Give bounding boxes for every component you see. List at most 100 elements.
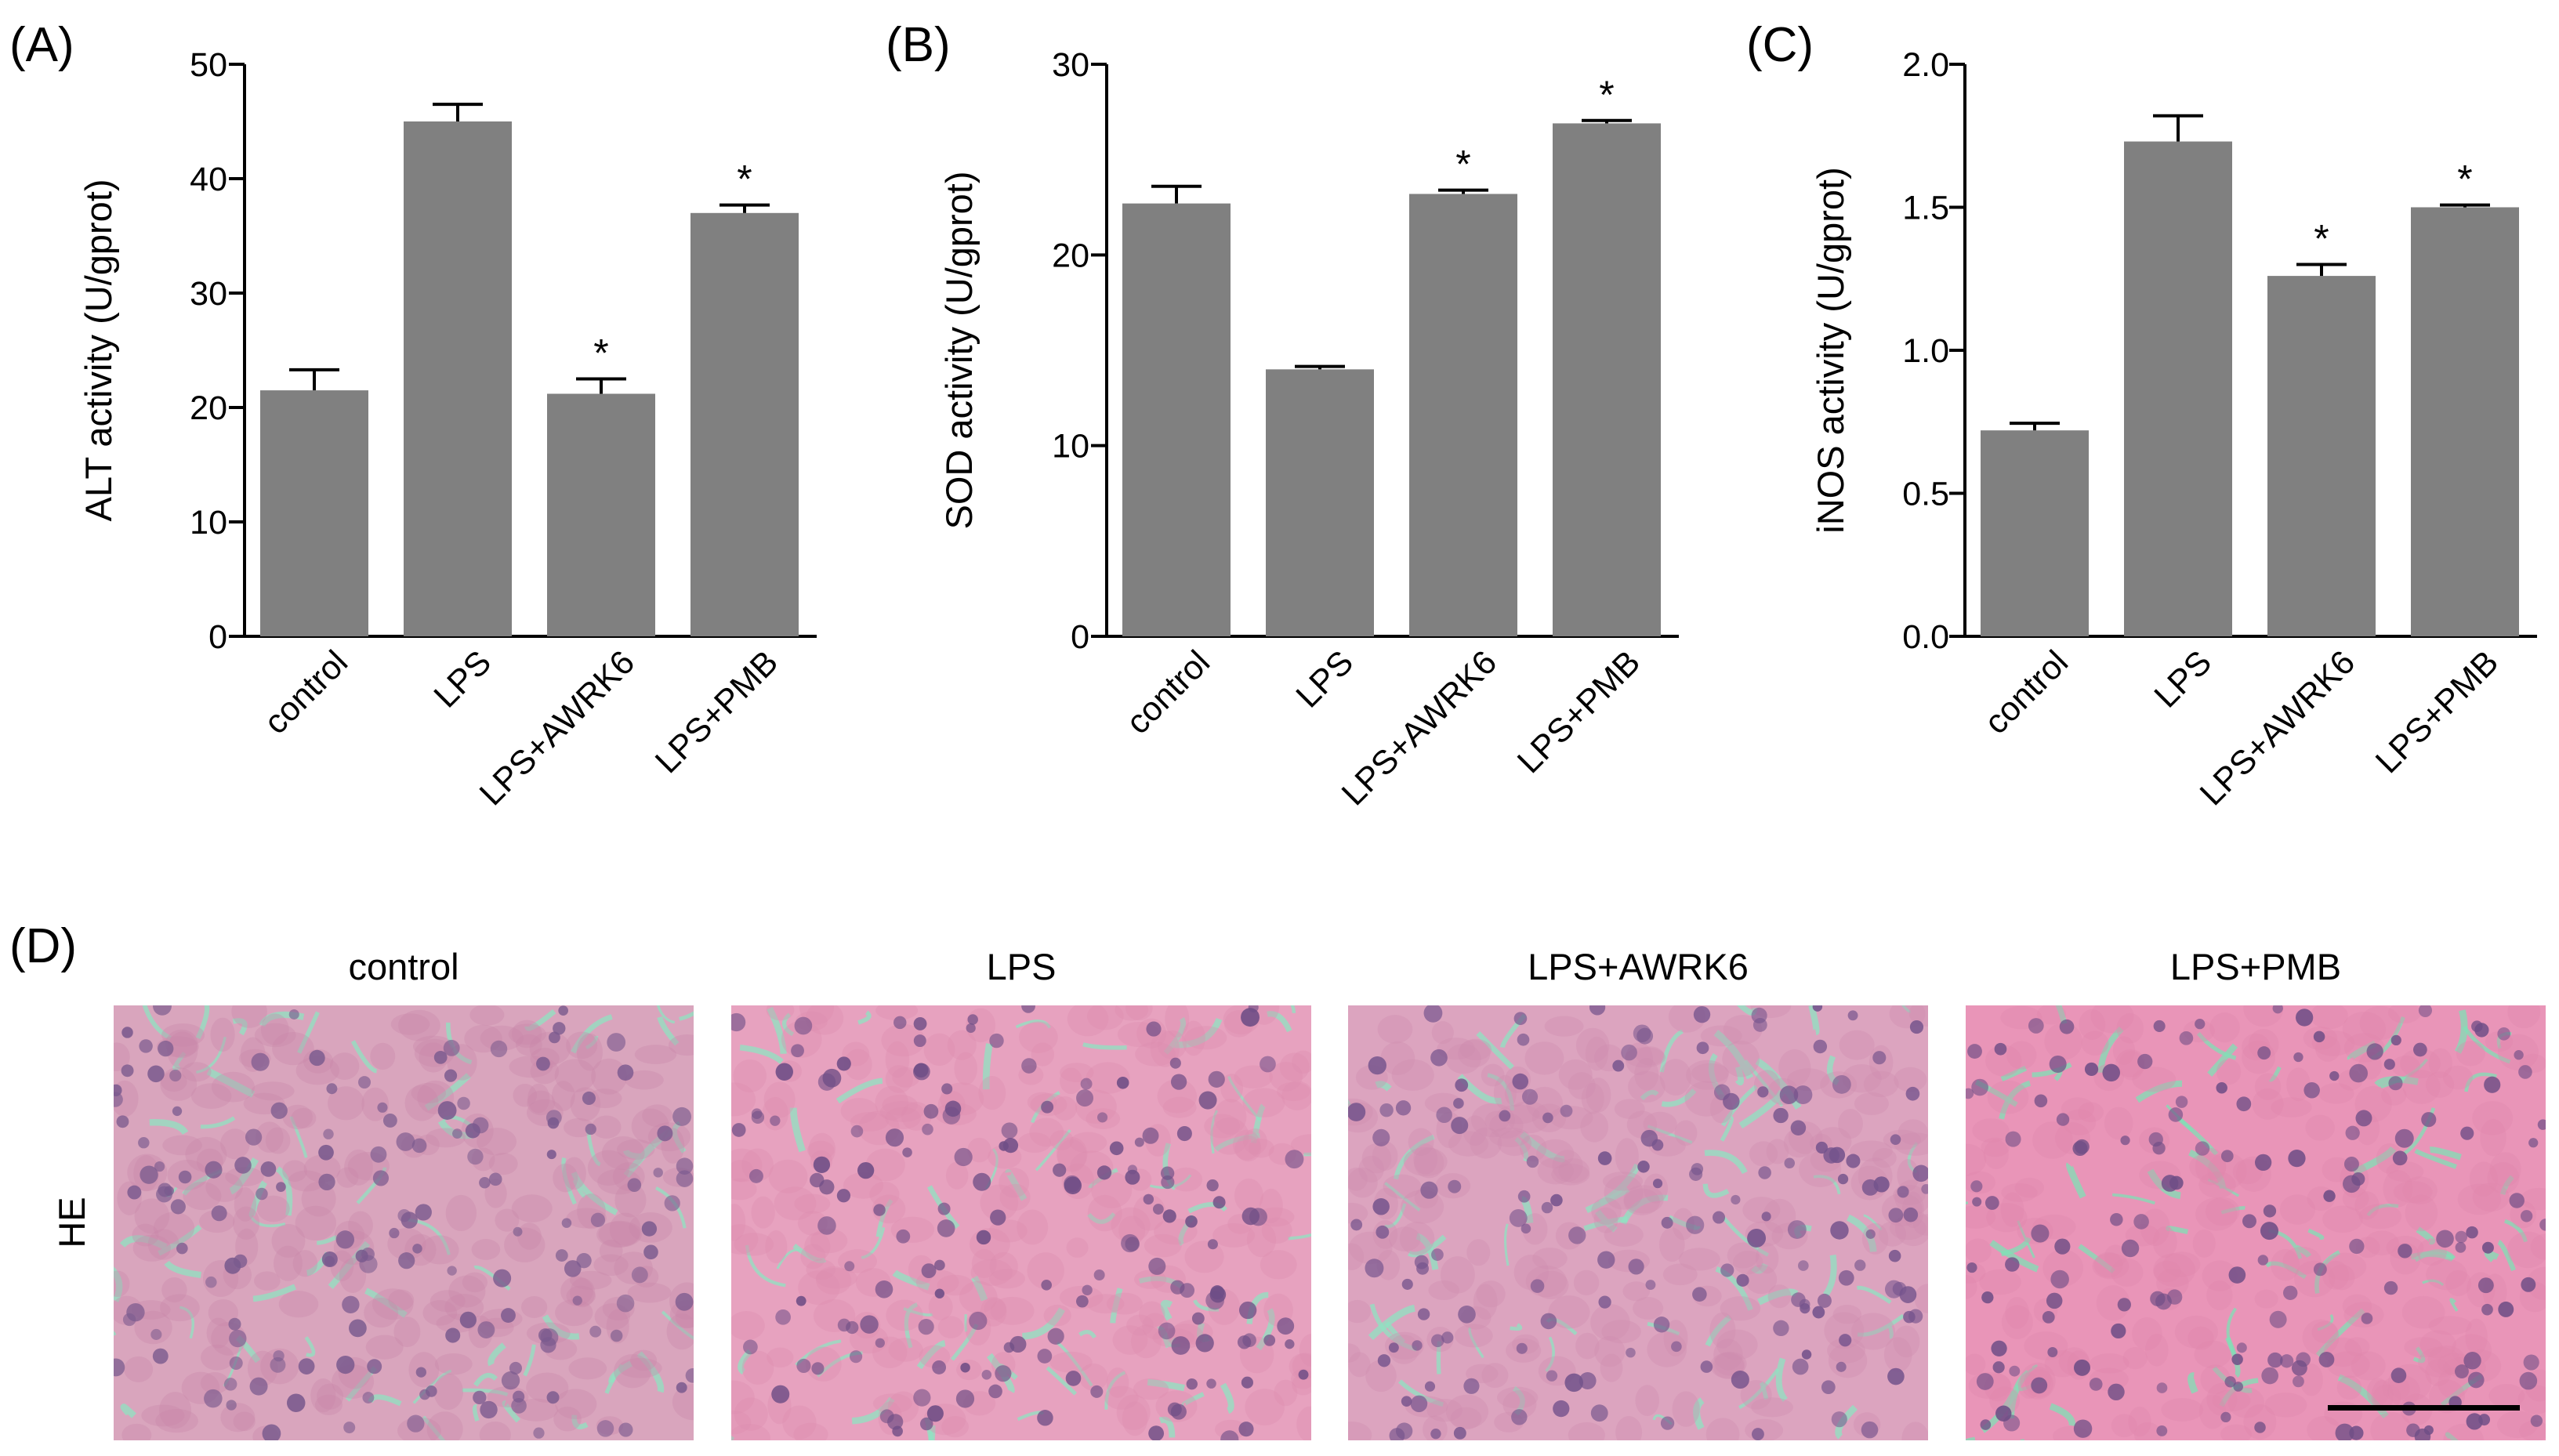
- nucleus: [1612, 1059, 1625, 1072]
- micrograph-title: LPS+PMB: [2170, 946, 2341, 987]
- hepatocyte: [2370, 1412, 2412, 1440]
- hepatocyte: [869, 1181, 900, 1208]
- sinusoid: [1705, 1315, 1732, 1347]
- nucleus: [913, 1017, 927, 1030]
- hepatocyte: [484, 1179, 507, 1208]
- sinusoid: [196, 1036, 227, 1074]
- hepatocyte: [882, 1094, 918, 1116]
- hepatocyte: [2489, 1152, 2521, 1187]
- hepatocyte: [1551, 1163, 1590, 1186]
- nucleus: [1298, 1369, 1309, 1380]
- hepatocyte: [1473, 1284, 1498, 1320]
- hepatocyte: [1824, 1312, 1865, 1349]
- hepatocyte: [642, 1104, 673, 1128]
- sinusoid: [1720, 1115, 1734, 1142]
- hepatocyte: [1723, 1015, 1763, 1045]
- nucleus: [2260, 1222, 2278, 1240]
- hepatocyte: [1575, 1332, 1600, 1360]
- nucleus: [1238, 1301, 1257, 1320]
- nucleus: [1621, 1044, 1637, 1061]
- hepatocyte: [278, 1291, 319, 1318]
- hepatocyte: [1481, 1063, 1505, 1087]
- hepatocyte: [1377, 1015, 1413, 1044]
- hepatocyte: [1585, 1036, 1608, 1071]
- hepatocyte: [398, 1009, 440, 1041]
- sinusoid: [656, 1005, 676, 1024]
- hepatocyte: [1851, 1313, 1896, 1350]
- hepatocyte: [618, 1357, 662, 1378]
- nucleus: [902, 1147, 912, 1157]
- hepatocyte: [1828, 1343, 1868, 1378]
- sinusoid: [1088, 1168, 1118, 1189]
- hepatocyte: [1116, 1394, 1151, 1430]
- sinusoid: [1510, 1323, 1523, 1331]
- hepatocyte: [971, 1248, 997, 1279]
- hepatocyte: [132, 1223, 159, 1247]
- nucleus: [1451, 1117, 1469, 1135]
- nucleus: [558, 1005, 568, 1016]
- hepatocyte: [872, 1194, 906, 1224]
- nucleus: [1237, 1335, 1252, 1349]
- nucleus: [249, 1377, 268, 1396]
- hepatocyte: [624, 1070, 664, 1090]
- nucleus: [1075, 1295, 1089, 1308]
- hepatocyte: [2387, 1005, 2421, 1024]
- nucleus: [1414, 1255, 1429, 1269]
- hepatocyte: [954, 1052, 977, 1085]
- nucleus: [513, 1390, 525, 1403]
- nucleus: [1186, 1378, 1198, 1390]
- hepatocyte: [2323, 1252, 2367, 1281]
- hepatocyte: [445, 1194, 477, 1231]
- nucleus: [775, 1063, 793, 1081]
- sinusoid: [916, 1340, 946, 1370]
- nucleus: [1065, 1371, 1082, 1386]
- significance-marker: *: [593, 331, 608, 375]
- nucleus: [2242, 1214, 2256, 1229]
- nucleus: [1376, 1225, 1390, 1239]
- hepatocyte: [292, 1250, 318, 1277]
- sinusoid: [2196, 1031, 2237, 1060]
- sinusoid: [2097, 1026, 2124, 1073]
- bar-lps-awrk6: [1409, 194, 1517, 636]
- micrograph-texture: [1348, 1005, 1928, 1440]
- hepatocyte: [1985, 1045, 2022, 1077]
- hepatocyte: [225, 1167, 264, 1187]
- nucleus: [596, 1420, 614, 1437]
- hepatocyte: [1111, 1207, 1151, 1243]
- nucleus: [164, 1186, 174, 1196]
- nucleus: [154, 1161, 165, 1172]
- hepatocyte: [2132, 1317, 2162, 1351]
- sinusoid: [2055, 1005, 2068, 1025]
- nucleus: [546, 1110, 562, 1126]
- significance-marker: *: [737, 158, 752, 201]
- sinusoid: [1158, 1416, 1176, 1438]
- sinusoid: [1220, 1382, 1234, 1414]
- nucleus: [973, 1172, 991, 1191]
- sinusoid: [1181, 1392, 1205, 1407]
- sinusoid: [571, 1414, 589, 1429]
- hepatocyte: [591, 1115, 622, 1139]
- hepatocyte: [1426, 1399, 1463, 1422]
- nucleus: [342, 1295, 360, 1314]
- hepatocyte: [1348, 1343, 1361, 1363]
- nucleus: [2236, 1096, 2252, 1112]
- nucleus: [2228, 1266, 2246, 1284]
- hepatocyte: [162, 1135, 202, 1156]
- hepatocyte: [260, 1013, 289, 1045]
- nucleus: [2296, 1009, 2314, 1027]
- hepatocyte: [614, 1183, 647, 1218]
- sinusoid: [1393, 1134, 1435, 1180]
- hepatocyte: [1112, 1325, 1148, 1355]
- nucleus: [631, 1266, 648, 1284]
- bar-lps-pmb: [690, 212, 799, 636]
- x-tick-label: control: [257, 643, 355, 741]
- hepatocyte: [616, 1139, 655, 1160]
- nucleus: [775, 1309, 791, 1325]
- hepatocyte: [2351, 1351, 2386, 1381]
- nucleus: [114, 1358, 125, 1377]
- hepatocyte: [1017, 1209, 1049, 1245]
- hepatocyte: [1600, 1353, 1623, 1382]
- nucleus: [309, 1049, 325, 1067]
- nucleus: [1093, 1269, 1105, 1280]
- hepatocyte: [256, 1121, 284, 1154]
